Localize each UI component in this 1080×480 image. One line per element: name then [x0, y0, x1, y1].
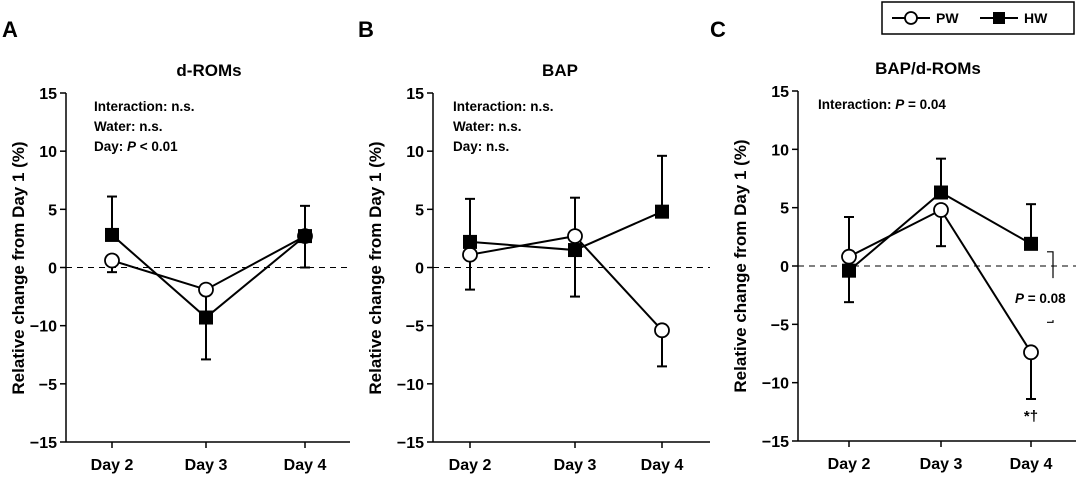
x-tick-label: Day 3 [920, 456, 963, 473]
y-tick-label: −10 [762, 376, 789, 393]
y-tick-label: 0 [415, 261, 424, 278]
x-ticks: Day 2 Day 3 Day 4 [828, 441, 1053, 473]
pw-marker [104, 252, 120, 269]
legend-pw-marker [904, 11, 918, 25]
x-tick-label: Day 4 [641, 457, 684, 474]
x-tick-label: Day 4 [1010, 456, 1053, 473]
stat-line: Interaction: n.s. [453, 99, 554, 114]
legend: PW HW [881, 1, 1075, 35]
panel-title: d-ROMs [176, 61, 241, 80]
y-tick-label: 0 [48, 261, 57, 278]
hw-marker [298, 229, 312, 244]
hw-marker [463, 234, 477, 249]
y-tick-label: 10 [39, 144, 57, 161]
annotations: P = 0.08 *† [1015, 251, 1066, 425]
x-tick-label: Day 3 [185, 457, 228, 474]
stat-line: Water: n.s. [453, 119, 522, 134]
bracket-top [1047, 251, 1054, 279]
panel-title: BAP [542, 61, 578, 80]
pw-marker [1023, 344, 1039, 361]
y-tick-label: 15 [771, 84, 789, 101]
x-tick-label: Day 2 [449, 457, 492, 474]
panel-c: C BAP/d-ROMs Relative change from Day 1 … [710, 17, 1076, 473]
y-axis-label: Relative change from Day 1 (%) [9, 141, 28, 394]
y-tick-label: 15 [39, 86, 57, 103]
panel-a: A d-ROMs Relative change from Day 1 (%) … [2, 17, 350, 474]
pw-marker [933, 202, 949, 218]
y-tick-label: −5 [771, 317, 789, 334]
pw-marker [567, 228, 583, 244]
panel-b: B BAP Relative change from Day 1 (%) 151… [358, 17, 710, 474]
x-tick-label: Day 3 [554, 457, 597, 474]
stats-block: Interaction: P = 0.04 [818, 97, 946, 112]
legend-hw-label: HW [1024, 10, 1048, 26]
x-ticks: Day 2 Day 3 Day 4 [449, 442, 684, 474]
hw-marker [199, 310, 213, 325]
x-ticks: Day 2 Day 3 Day 4 [91, 442, 327, 474]
y-tick-label: −15 [762, 434, 789, 451]
panel-title: BAP/d-ROMs [875, 59, 981, 78]
panel-letter: C [710, 17, 726, 42]
y-tick-label: 0 [780, 259, 789, 276]
hw-marker [934, 185, 948, 200]
y-ticks: 15 10 5 0 −5 −10 −15 [397, 86, 433, 452]
hw-marker [655, 204, 669, 219]
y-axis-label: Relative change from Day 1 (%) [731, 139, 750, 392]
hw-marker [568, 243, 582, 258]
hw-marker [105, 227, 119, 242]
x-tick-label: Day 4 [284, 457, 327, 474]
y-tick-label: −5 [406, 319, 424, 336]
stat-line: Day: P < 0.01 [94, 139, 178, 154]
y-tick-label: 5 [48, 202, 57, 219]
legend-hw-marker [993, 12, 1005, 24]
y-tick-label: 5 [415, 202, 424, 219]
series-line-hw [111, 234, 306, 319]
stat-line: Water: n.s. [94, 119, 163, 134]
y-tick-label: −5 [39, 377, 57, 394]
x-tick-label: Day 2 [91, 457, 134, 474]
pw-marker [198, 281, 214, 298]
legend-pw-label: PW [936, 10, 959, 26]
series-group [104, 195, 313, 361]
stat-line: Interaction: n.s. [94, 99, 195, 114]
stat-line: Day: n.s. [453, 139, 509, 154]
stats-block: Interaction: n.s. Water: n.s. Day: P < 0.0… [94, 99, 195, 154]
series-line-hw [469, 210, 663, 252]
y-tick-label: 15 [406, 86, 424, 103]
y-axis-label: Relative change from Day 1 (%) [366, 141, 385, 394]
stats-block: Interaction: n.s. Water: n.s. Day: n.s. [453, 99, 554, 154]
y-tick-label: −10 [397, 377, 424, 394]
series-group [462, 154, 670, 368]
panel-letter: A [2, 17, 18, 42]
hw-marker [842, 263, 856, 278]
y-tick-label: 10 [406, 144, 424, 161]
y-tick-label: −10 [30, 319, 57, 336]
y-tick-label: 5 [780, 201, 789, 218]
pw-marker [654, 322, 670, 339]
x-tick-label: Day 2 [828, 456, 871, 473]
hw-marker [1024, 236, 1038, 251]
y-tick-label: 10 [771, 142, 789, 159]
stat-line: Interaction: P = 0.04 [818, 97, 946, 112]
series-group [841, 157, 1039, 400]
panel-letter: B [358, 17, 374, 42]
bracket-label: P = 0.08 [1015, 291, 1066, 306]
y-tick-label: −15 [397, 435, 424, 452]
series-line-pw [111, 235, 306, 291]
y-tick-label: −15 [30, 435, 57, 452]
bracket-bottom [1047, 320, 1054, 323]
pw-marker [462, 246, 478, 263]
y-ticks: 15 10 5 0 −5 −10 −15 [762, 84, 798, 451]
y-ticks: 15 10 5 0 −10 −5 −15 [30, 86, 66, 452]
significance-marker: *† [1024, 408, 1038, 425]
pw-marker [841, 248, 857, 265]
